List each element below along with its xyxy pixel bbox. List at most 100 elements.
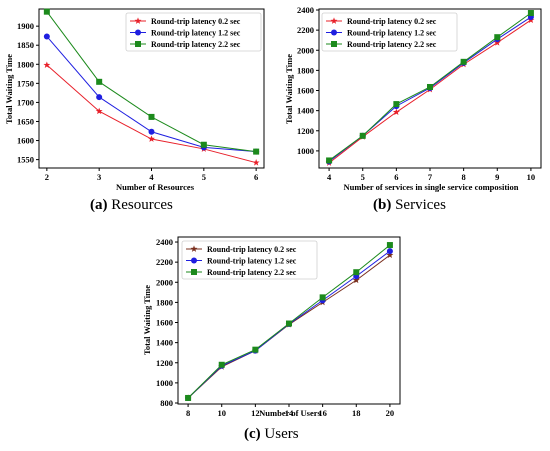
resources-series-2-point [43, 8, 50, 15]
users-legend-box [181, 240, 318, 280]
users-series-2-point [319, 294, 326, 301]
resources-y-axis-label: Total Waiting Time [4, 54, 14, 124]
resources-x-axis-label: Number of Resources [116, 182, 195, 192]
services-x-tick-label: 8 [462, 172, 466, 182]
services-series-2-point [393, 101, 400, 108]
services-y-tick-label: 1800 [297, 65, 314, 75]
resources-y-tick-label: 1750 [17, 78, 34, 88]
services-y-tick-label: 1200 [297, 126, 314, 136]
users-series-0-point [352, 276, 360, 284]
services-x-tick-label: 7 [428, 172, 433, 182]
caption-users: (c) Users [244, 426, 299, 443]
resources-x-tick-label: 6 [254, 172, 258, 182]
services-series-0-point [493, 39, 501, 46]
resources-y-tick-label: 1600 [17, 136, 34, 146]
services-y-tick-label: 1000 [297, 146, 314, 156]
resources-x-tick-label: 3 [97, 172, 101, 182]
resources-y-tick-label: 1700 [17, 97, 34, 107]
resources-x-tick-label: 5 [202, 172, 206, 182]
users-series-0-point [386, 251, 394, 259]
users-x-tick-label: 16 [318, 408, 327, 418]
services-series-0-point [392, 108, 400, 116]
users-legend-swatch-marker [190, 245, 198, 252]
resources-series-1-point [148, 128, 155, 135]
resources-legend-swatch-marker [135, 41, 141, 47]
users-series-2-point [185, 394, 192, 401]
services-legend-box [321, 12, 458, 52]
users-legend: Round-trip latency 0.2 sec Round-trip lat… [181, 240, 318, 280]
users-legend-label: Round-trip latency 1.2 sec [207, 257, 297, 266]
caption-resources-letter: (a) [90, 197, 108, 213]
resources-legend-label: Round-trip latency 2.2 sec [151, 40, 241, 49]
users-y-tick-label: 1800 [156, 297, 173, 307]
users-series-2-point [353, 269, 360, 276]
caption-users-letter: (c) [244, 426, 261, 442]
users-x-tick-label: 8 [186, 408, 190, 418]
services-legend-swatch-marker [331, 29, 337, 36]
services-x-tick-label: 9 [495, 172, 499, 182]
users-y-tick-label: 1000 [156, 378, 173, 388]
caption-users-text: Users [264, 426, 299, 442]
resources-y-tick-label: 1800 [17, 59, 34, 69]
users-series-2-point [286, 320, 292, 327]
resources-legend-label: Round-trip latency 0.2 sec [151, 17, 241, 26]
users-y-axis-label: Total Waiting Time [142, 285, 152, 355]
services-x-tick-label: 4 [327, 172, 332, 182]
resources-legend-swatch-marker [134, 17, 142, 24]
services-x-tick-label: 6 [394, 172, 398, 182]
users-series-2-point [386, 242, 393, 249]
users-x-tick-label: 18 [352, 408, 361, 418]
users-x-tick-label: 20 [386, 408, 395, 418]
services-x-axis-label: Number of services in single service com… [343, 182, 518, 192]
users-y-tick-label: 1400 [156, 338, 173, 348]
resources-series-2-point [253, 148, 260, 155]
resources-y-tick-label: 1850 [17, 40, 34, 50]
resources-y-tick-label: 1550 [17, 155, 34, 165]
services-legend-label: Round-trip latency 1.2 sec [347, 29, 437, 38]
services-legend-swatch-marker [331, 41, 337, 47]
caption-services-letter: (b) [373, 197, 392, 213]
resources-series-0-point [252, 159, 260, 166]
services-series-2-point [527, 10, 534, 17]
users-x-tick-label: 14 [285, 408, 294, 418]
resources-x-tick-label: 2 [45, 172, 49, 182]
services-x-tick-label: 5 [361, 172, 365, 182]
caption-resources-text: Resources [111, 197, 173, 213]
users-series-2-point [252, 346, 259, 353]
services-series-2-point [494, 34, 501, 41]
resources-series-0-point [43, 61, 51, 68]
services-legend-label: Round-trip latency 0.2 sec [347, 17, 437, 26]
services-series-2-point [460, 58, 467, 65]
users-series-2-point [218, 361, 225, 368]
users-y-tick-label: 2000 [156, 277, 173, 287]
resources-series-0-point [148, 135, 155, 142]
users-y-tick-label: 1200 [156, 358, 173, 368]
resources-legend-label: Round-trip latency 1.2 sec [151, 29, 241, 38]
users-y-tick-label: 1600 [156, 318, 173, 328]
resources-series-2-point [96, 78, 103, 85]
services-x-tick-label: 10 [527, 172, 536, 182]
resources-series-0-point [95, 107, 103, 115]
users-x-tick-label: 12 [251, 408, 260, 418]
services-y-tick-label: 2400 [297, 5, 314, 15]
resources-x-tick-label: 4 [149, 172, 154, 182]
users-legend-label: Round-trip latency 2.2 sec [207, 268, 297, 277]
resources-series-0-line [46, 64, 257, 164]
users-legend-swatch-marker [191, 257, 197, 264]
resources-legend-box [125, 12, 262, 52]
services-y-tick-label: 1600 [297, 86, 314, 96]
resources-series-1-point [43, 33, 50, 40]
resources-legend-swatch-marker [135, 29, 141, 36]
users-x-axis-label: Number of Users [259, 408, 321, 418]
users-chart: 8 10 12 14 16 18 20 800 1000 1200 1400 1600 1800 2000… [142, 236, 401, 418]
services-legend-label: Round-trip latency 2.2 sec [347, 40, 437, 49]
resources-series-1-point [96, 94, 103, 101]
users-legend-swatch-marker [191, 269, 197, 275]
caption-services: (b) Services [373, 197, 446, 214]
services-y-tick-label: 2200 [297, 25, 314, 35]
caption-resources: (a) Resources [90, 197, 173, 214]
users-x-tick-label: 10 [217, 408, 226, 418]
users-y-tick-label: 2200 [156, 257, 173, 267]
resources-legend: Round-trip latency 0.2 sec Round-trip lat… [125, 12, 262, 52]
